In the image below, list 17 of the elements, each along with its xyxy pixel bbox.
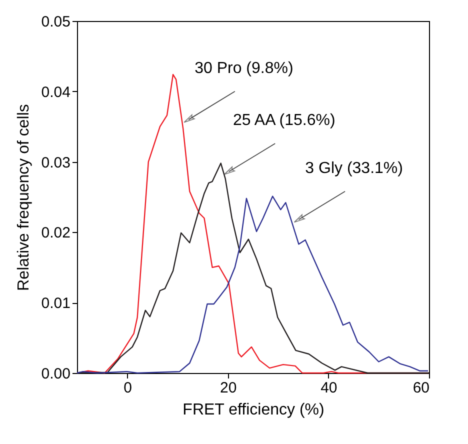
y-tick-label: 0.02	[41, 224, 70, 242]
y-axis-title: Relative frequency of cells	[15, 104, 32, 291]
line-series	[76, 162, 430, 374]
y-tick-label: 0.00	[41, 366, 70, 382]
annotation: 30 Pro (9.8%)	[194, 60, 294, 77]
x-tick-label: 40	[320, 380, 338, 396]
x-tick-label: 20	[220, 380, 237, 396]
annotation: 3 Gly (33.1%)	[305, 160, 403, 177]
x-axis-title: FRET efficiency (%)	[182, 402, 324, 418]
y-tick-label: 0.04	[41, 84, 70, 101]
y-tick-label: 0.03	[41, 154, 70, 172]
y-tick-label: 0.01	[41, 295, 70, 312]
line-series	[76, 196, 429, 374]
annotation: 25 AA (15.6%)	[233, 112, 336, 130]
y-tick-label: 0.05	[41, 14, 70, 30]
x-tick-label: 60	[412, 380, 430, 396]
x-tick-label: 0	[124, 380, 132, 396]
